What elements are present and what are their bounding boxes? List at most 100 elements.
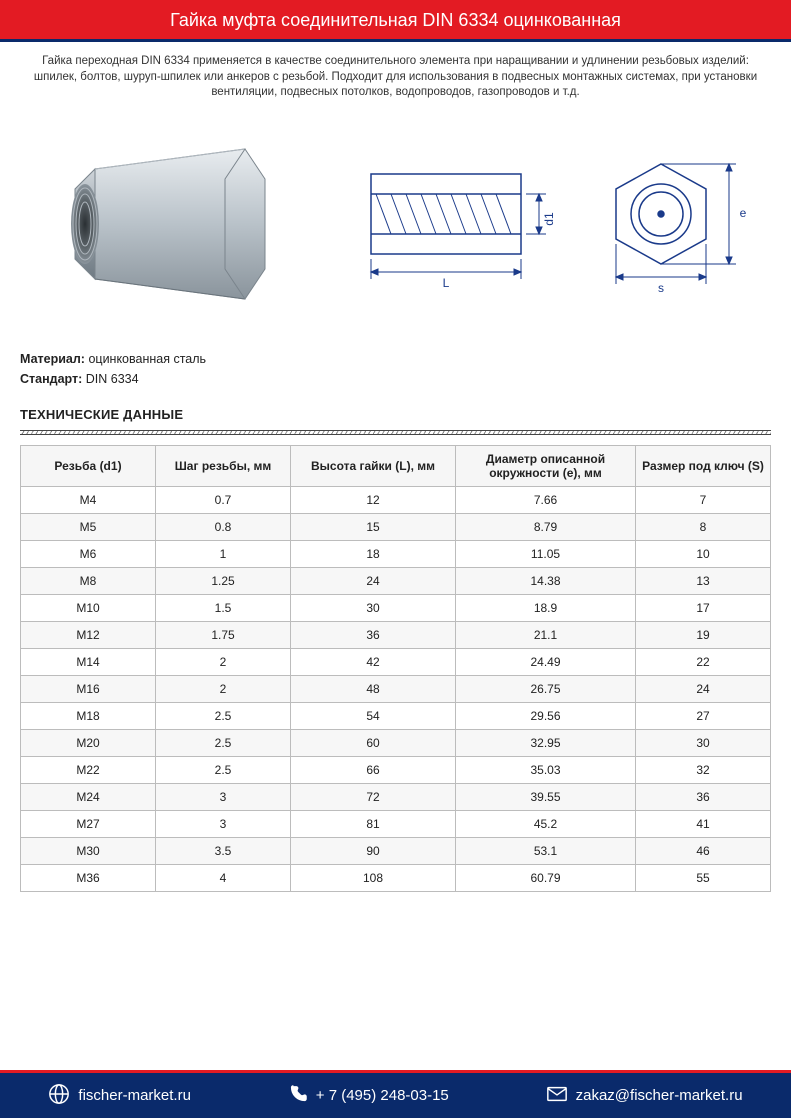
product-description: Гайка переходная DIN 6334 применяется в … bbox=[0, 42, 791, 109]
table-cell: M12 bbox=[21, 621, 156, 648]
table-cell: 42 bbox=[291, 648, 456, 675]
globe-icon bbox=[48, 1083, 70, 1109]
table-cell: M36 bbox=[21, 864, 156, 891]
table-cell: 7 bbox=[636, 486, 771, 513]
footer-email: zakaz@fischer-market.ru bbox=[546, 1083, 743, 1109]
table-cell: M27 bbox=[21, 810, 156, 837]
table-cell: 26.75 bbox=[456, 675, 636, 702]
table-cell: 29.56 bbox=[456, 702, 636, 729]
table-cell: M6 bbox=[21, 540, 156, 567]
standard-label: Стандарт: bbox=[20, 372, 82, 386]
table-row: M81.252414.3813 bbox=[21, 567, 771, 594]
table-cell: 90 bbox=[291, 837, 456, 864]
table-cell: M16 bbox=[21, 675, 156, 702]
table-cell: 41 bbox=[636, 810, 771, 837]
table-cell: 36 bbox=[291, 621, 456, 648]
table-cell: 7.66 bbox=[456, 486, 636, 513]
table-row: M611811.0510 bbox=[21, 540, 771, 567]
table-cell: 18.9 bbox=[456, 594, 636, 621]
table-cell: 55 bbox=[636, 864, 771, 891]
table-cell: 21.1 bbox=[456, 621, 636, 648]
table-cell: M5 bbox=[21, 513, 156, 540]
table-cell: 4 bbox=[156, 864, 291, 891]
table-header: Резьба (d1) bbox=[21, 445, 156, 486]
table-cell: 36 bbox=[636, 783, 771, 810]
table-cell: 2 bbox=[156, 648, 291, 675]
table-cell: 1.5 bbox=[156, 594, 291, 621]
table-row: M121.753621.119 bbox=[21, 621, 771, 648]
table-cell: 3.5 bbox=[156, 837, 291, 864]
table-cell: 1.25 bbox=[156, 567, 291, 594]
table-cell: 81 bbox=[291, 810, 456, 837]
table-cell: 108 bbox=[291, 864, 456, 891]
table-cell: 35.03 bbox=[456, 756, 636, 783]
table-row: M1624826.7524 bbox=[21, 675, 771, 702]
dim-s: s bbox=[658, 281, 664, 295]
table-cell: M14 bbox=[21, 648, 156, 675]
table-cell: M22 bbox=[21, 756, 156, 783]
table-row: M202.56032.9530 bbox=[21, 729, 771, 756]
table-cell: 32 bbox=[636, 756, 771, 783]
table-cell: 0.8 bbox=[156, 513, 291, 540]
table-row: M50.8158.798 bbox=[21, 513, 771, 540]
table-cell: 24 bbox=[636, 675, 771, 702]
divider bbox=[20, 430, 771, 435]
table-cell: 1.75 bbox=[156, 621, 291, 648]
material-label: Материал: bbox=[20, 352, 85, 366]
table-row: M2738145.241 bbox=[21, 810, 771, 837]
table-cell: 17 bbox=[636, 594, 771, 621]
technical-diagrams: d1 L bbox=[310, 149, 761, 299]
table-cell: 39.55 bbox=[456, 783, 636, 810]
table-cell: 48 bbox=[291, 675, 456, 702]
footer-phone: + 7 (495) 248-03-15 bbox=[288, 1084, 449, 1108]
table-cell: 14.38 bbox=[456, 567, 636, 594]
email-text: zakaz@fischer-market.ru bbox=[576, 1087, 743, 1104]
table-cell: 2.5 bbox=[156, 756, 291, 783]
table-cell: 8.79 bbox=[456, 513, 636, 540]
side-view-diagram: d1 L bbox=[341, 149, 561, 299]
table-row: M40.7127.667 bbox=[21, 486, 771, 513]
table-header: Высота гайки (L), мм bbox=[291, 445, 456, 486]
footer-website: fischer-market.ru bbox=[48, 1083, 191, 1109]
table-cell: 2.5 bbox=[156, 702, 291, 729]
table-cell: 60 bbox=[291, 729, 456, 756]
phone-text: + 7 (495) 248-03-15 bbox=[316, 1087, 449, 1104]
table-cell: 3 bbox=[156, 783, 291, 810]
table-cell: 24.49 bbox=[456, 648, 636, 675]
page-header: Гайка муфта соединительная DIN 6334 оцин… bbox=[0, 0, 791, 42]
page-footer: fischer-market.ru + 7 (495) 248-03-15 za… bbox=[0, 1070, 791, 1118]
table-row: M182.55429.5627 bbox=[21, 702, 771, 729]
table-row: M1424224.4922 bbox=[21, 648, 771, 675]
table-cell: M30 bbox=[21, 837, 156, 864]
table-cell: M24 bbox=[21, 783, 156, 810]
image-row: d1 L bbox=[0, 109, 791, 339]
table-cell: 8 bbox=[636, 513, 771, 540]
table-cell: M20 bbox=[21, 729, 156, 756]
table-cell: 18 bbox=[291, 540, 456, 567]
table-cell: 45.2 bbox=[456, 810, 636, 837]
table-cell: 27 bbox=[636, 702, 771, 729]
table-row: M2437239.5536 bbox=[21, 783, 771, 810]
spec-table: Резьба (d1)Шаг резьбы, ммВысота гайки (L… bbox=[20, 445, 771, 892]
table-cell: 60.79 bbox=[456, 864, 636, 891]
material-value: оцинкованная сталь bbox=[88, 352, 206, 366]
table-cell: 53.1 bbox=[456, 837, 636, 864]
standard-value: DIN 6334 bbox=[86, 372, 139, 386]
dim-e: e bbox=[740, 206, 747, 220]
table-cell: M18 bbox=[21, 702, 156, 729]
table-cell: 54 bbox=[291, 702, 456, 729]
table-cell: M4 bbox=[21, 486, 156, 513]
table-row: M101.53018.917 bbox=[21, 594, 771, 621]
meta-block: Материал: оцинкованная сталь Стандарт: D… bbox=[0, 339, 791, 393]
table-cell: 12 bbox=[291, 486, 456, 513]
dim-d1: d1 bbox=[542, 212, 556, 226]
front-view-diagram: e s bbox=[591, 149, 761, 299]
table-cell: 24 bbox=[291, 567, 456, 594]
table-cell: 32.95 bbox=[456, 729, 636, 756]
table-cell: 2 bbox=[156, 675, 291, 702]
phone-icon bbox=[288, 1084, 308, 1108]
table-header: Диаметр описанной окружности (e), мм bbox=[456, 445, 636, 486]
table-cell: 11.05 bbox=[456, 540, 636, 567]
mail-icon bbox=[546, 1083, 568, 1109]
table-header: Шаг резьбы, мм bbox=[156, 445, 291, 486]
